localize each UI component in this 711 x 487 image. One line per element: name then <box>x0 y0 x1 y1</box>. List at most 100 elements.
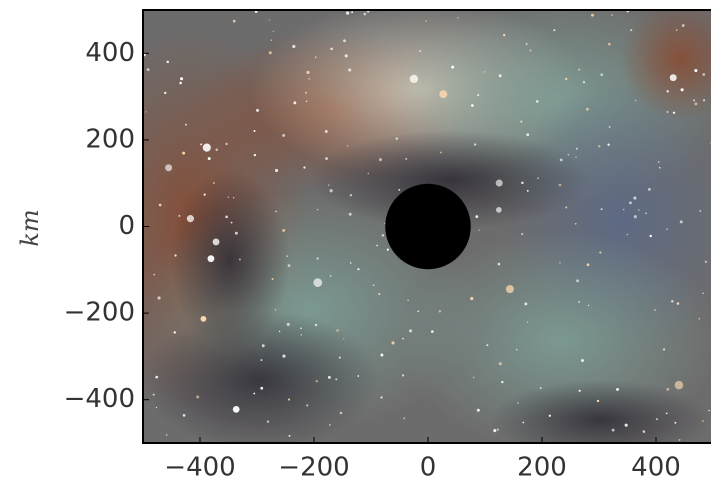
x-tick-label: 0 <box>420 453 437 483</box>
star <box>575 156 576 157</box>
star <box>329 424 331 426</box>
star <box>345 54 348 57</box>
star <box>402 338 404 340</box>
star <box>330 47 333 50</box>
star <box>506 285 514 293</box>
star <box>586 108 589 111</box>
star <box>313 278 322 287</box>
star <box>308 78 309 79</box>
star <box>343 39 346 42</box>
star <box>231 222 233 224</box>
star <box>431 330 434 333</box>
star <box>225 216 228 219</box>
star <box>521 233 523 235</box>
star <box>275 309 276 310</box>
star <box>208 157 211 160</box>
star <box>591 14 594 17</box>
star <box>694 102 697 105</box>
star <box>559 184 562 187</box>
star <box>208 255 215 262</box>
star <box>694 69 697 72</box>
star <box>440 152 442 154</box>
star <box>633 196 636 199</box>
star <box>583 81 585 83</box>
star <box>671 300 674 303</box>
y-tick-label: 0 <box>118 211 135 241</box>
x-tick-label: 400 <box>631 453 681 483</box>
star <box>233 20 236 23</box>
star <box>419 50 421 52</box>
star <box>568 154 569 155</box>
star <box>611 14 613 16</box>
x-tick-label: −400 <box>164 453 235 483</box>
star <box>598 145 600 147</box>
star <box>348 68 351 71</box>
star <box>638 209 640 211</box>
star <box>164 92 166 94</box>
star <box>625 424 628 427</box>
star <box>233 406 240 413</box>
star <box>702 293 703 294</box>
star <box>349 213 352 216</box>
star <box>325 157 328 160</box>
star <box>180 77 183 80</box>
star <box>409 329 412 332</box>
star <box>153 394 155 396</box>
star <box>402 374 404 376</box>
star <box>336 329 339 332</box>
star <box>578 69 580 71</box>
star <box>588 305 589 306</box>
star <box>253 130 255 132</box>
star <box>288 264 291 267</box>
star <box>286 255 287 256</box>
star <box>470 297 473 300</box>
star <box>682 24 685 27</box>
star <box>325 130 328 133</box>
star <box>288 435 290 437</box>
star <box>676 29 678 31</box>
star <box>261 359 263 361</box>
star <box>553 29 555 31</box>
star <box>155 376 158 379</box>
star <box>702 420 704 422</box>
star <box>165 164 172 171</box>
star <box>612 429 615 432</box>
star <box>659 167 661 169</box>
star <box>187 215 194 222</box>
star <box>391 341 394 344</box>
star <box>382 234 384 236</box>
star <box>681 88 684 91</box>
star <box>376 245 378 247</box>
star <box>253 393 255 395</box>
star <box>215 148 217 150</box>
star <box>439 90 447 98</box>
star <box>182 152 185 155</box>
star <box>565 206 567 208</box>
star <box>654 309 656 311</box>
star <box>346 12 349 15</box>
star <box>303 166 305 168</box>
star <box>398 189 400 191</box>
y-tick-label: 400 <box>85 38 135 68</box>
star <box>675 381 684 390</box>
x-tick-label: 200 <box>517 453 567 483</box>
star <box>306 101 307 102</box>
star <box>517 402 519 404</box>
star <box>656 418 658 420</box>
star <box>300 328 302 330</box>
star <box>559 262 560 263</box>
star <box>496 180 503 187</box>
star <box>702 73 705 76</box>
star <box>601 208 603 210</box>
star <box>670 74 677 81</box>
star <box>159 204 162 207</box>
star <box>477 409 480 412</box>
star <box>630 29 632 31</box>
star <box>527 321 529 323</box>
star <box>275 169 278 172</box>
star <box>663 348 665 350</box>
star <box>475 215 478 218</box>
star <box>256 109 259 112</box>
star <box>380 396 382 398</box>
star <box>634 215 637 218</box>
